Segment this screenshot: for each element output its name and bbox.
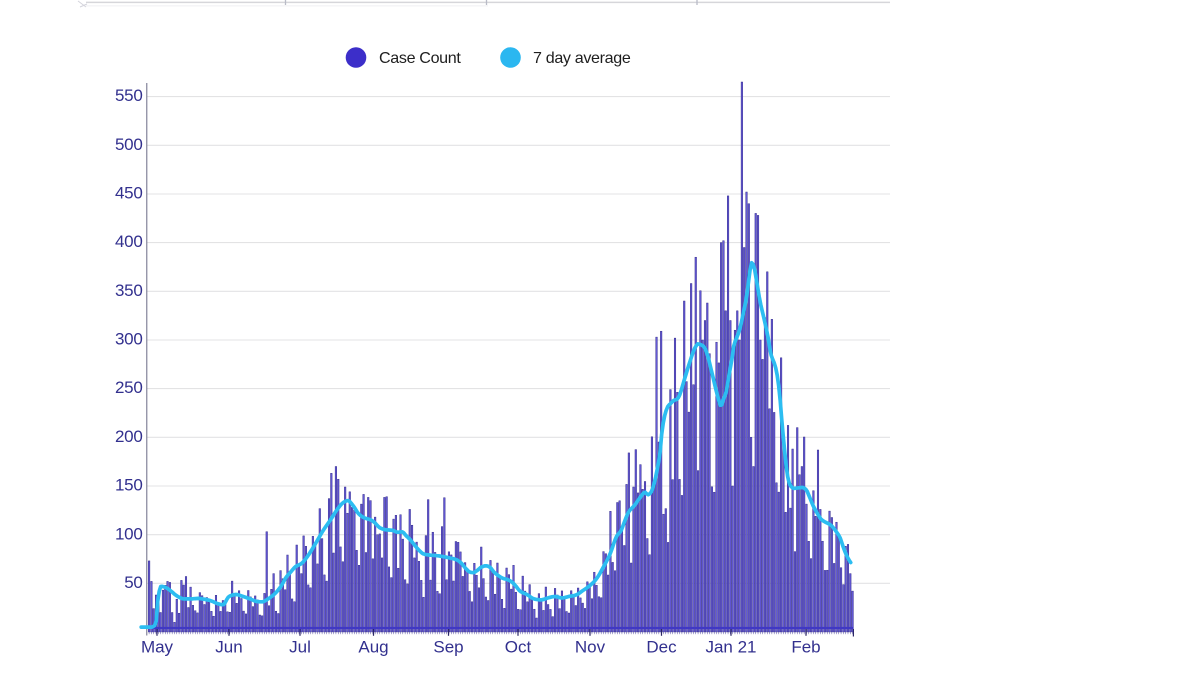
svg-text:May: May <box>141 638 174 657</box>
svg-text:Jan 21: Jan 21 <box>705 638 756 657</box>
svg-text:400: 400 <box>115 232 142 251</box>
svg-text:Jun: Jun <box>215 638 242 657</box>
svg-text:Nov: Nov <box>575 638 606 657</box>
svg-text:Case Count: Case Count <box>379 49 461 67</box>
svg-text:Oct: Oct <box>505 638 532 657</box>
svg-text:300: 300 <box>115 330 142 349</box>
svg-text:150: 150 <box>115 476 142 495</box>
svg-text:100: 100 <box>115 524 142 543</box>
svg-text:550: 550 <box>115 86 142 105</box>
svg-text:Aug: Aug <box>358 638 388 657</box>
svg-text:50: 50 <box>124 573 142 592</box>
svg-text:Jul: Jul <box>289 638 311 657</box>
svg-text:Feb: Feb <box>791 638 820 657</box>
svg-text:500: 500 <box>115 135 142 154</box>
svg-text:7 day average: 7 day average <box>533 49 631 67</box>
svg-text:350: 350 <box>115 281 142 300</box>
svg-text:Sep: Sep <box>433 638 463 657</box>
svg-text:200: 200 <box>115 427 142 446</box>
svg-text:Dec: Dec <box>646 638 677 657</box>
svg-text:450: 450 <box>115 184 142 203</box>
svg-text:250: 250 <box>115 378 142 397</box>
